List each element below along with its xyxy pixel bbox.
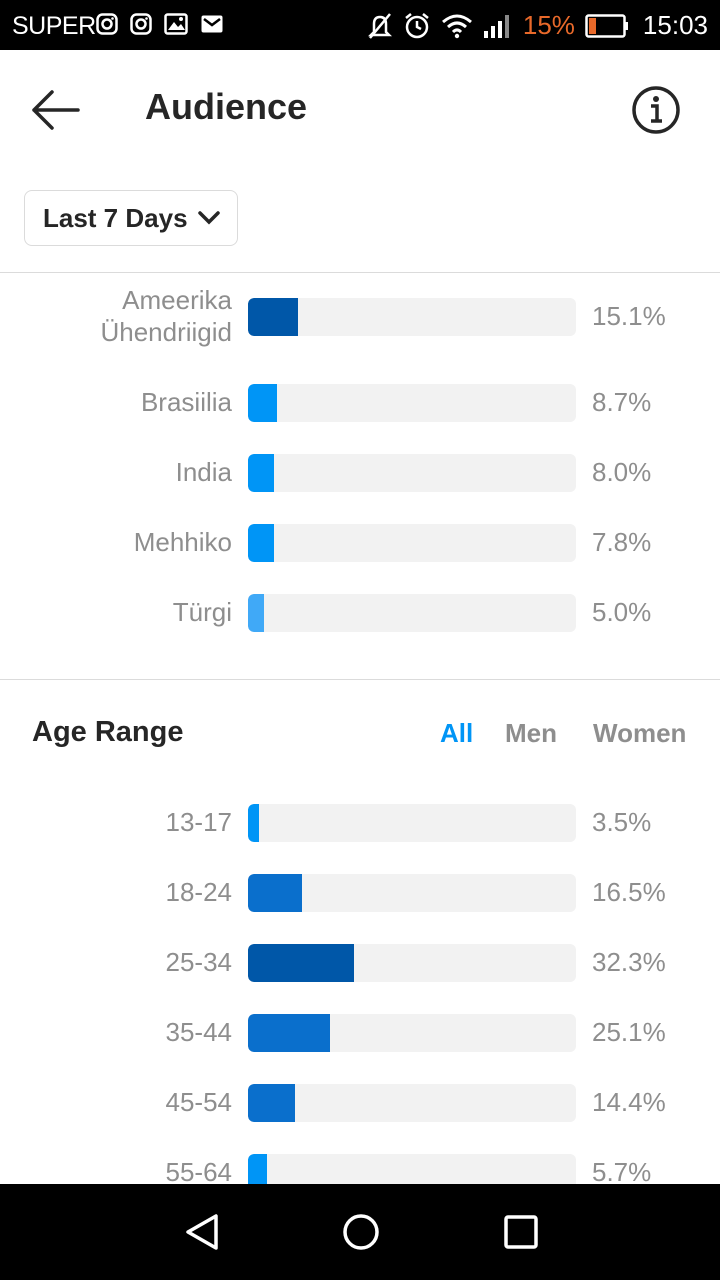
bar-row: 25-34 32.3% [0,942,720,982]
signal-icon [483,14,509,38]
circle-home-icon [343,1214,379,1250]
battery-icon [585,13,628,38]
bar-track [248,298,576,336]
bar-track [248,454,576,492]
system-nav-bar [0,1184,720,1280]
status-bar: SUPER 15% 15:03 [0,0,720,50]
bar-percent: 7.8% [592,526,652,557]
bar-fill [248,874,303,912]
date-range-label: Last 7 Days [43,202,188,233]
nav-recents-button[interactable] [497,1208,545,1256]
bar-percent: 15.1% [592,300,666,331]
bar-row: India 8.0% [0,452,720,492]
nav-back-button[interactable] [178,1208,226,1256]
bar-percent: 14.4% [592,1086,666,1117]
date-range-dropdown[interactable]: Last 7 Days [24,190,238,246]
divider [0,272,720,273]
bar-fill [248,298,298,336]
bar-track [248,944,576,982]
bar-track [248,594,576,632]
clock: 15:03 [642,10,708,40]
bar-percent: 8.0% [592,456,652,487]
chevron-down-icon [197,211,220,225]
bar-fill [248,594,265,632]
bar-label: India [175,457,232,487]
bar-row: Brasiilia 8.7% [0,382,720,422]
bar-label: 25-34 [165,947,233,977]
bar-label: 35-44 [165,1017,233,1047]
tab-all[interactable]: All [440,718,474,748]
bar-percent: 25.1% [592,1016,666,1047]
app-header: Audience [0,50,720,170]
bar-track [248,384,576,422]
page-title: Audience [145,86,308,127]
bar-track [248,1014,576,1052]
bar-fill [248,1014,331,1052]
image-icon [164,13,188,35]
bar-row: 13-17 3.5% [0,802,720,842]
bar-percent: 3.5% [592,806,652,837]
battery-percent: 15% [522,10,575,40]
bar-row: 18-24 16.5% [0,872,720,912]
bar-fill [248,1084,296,1122]
bar-fill [248,384,277,422]
arrow-left-icon [32,90,80,130]
tab-women[interactable]: Women [593,718,687,748]
age-range-title: Age Range [32,716,184,748]
info-icon [632,86,680,134]
bar-row: 35-44 25.1% [0,1012,720,1052]
bar-percent: 5.7% [592,1156,652,1187]
bar-label: 13-17 [165,807,233,837]
bar-row: Mehhiko 7.8% [0,522,720,562]
mail-icon [201,15,223,33]
bar-row: Türgi 5.0% [0,592,720,632]
bar-percent: 16.5% [592,876,666,907]
bar-fill [248,454,275,492]
divider [0,679,720,680]
bar-label: 45-54 [165,1087,233,1117]
bar-row: 45-54 14.4% [0,1082,720,1122]
bar-label: Ameerika Ühendriigid [100,285,232,347]
info-button[interactable] [630,84,682,136]
notification-icons [96,13,224,35]
instagram-icon [96,13,118,35]
bar-row: Ameerika Ühendriigid 15.1% [0,285,720,347]
bar-track [248,804,576,842]
mute-icon [367,12,392,39]
system-icons: 15% 15:03 [367,10,708,41]
bar-fill [248,804,260,842]
bar-track [248,1084,576,1122]
tab-men[interactable]: Men [505,718,557,748]
bar-track [248,874,576,912]
instagram-icon [130,13,152,35]
bar-label: Türgi [172,597,232,627]
bar-percent: 8.7% [592,386,652,417]
bar-label: Mehhiko [133,527,232,557]
bar-percent: 32.3% [592,946,666,977]
nav-home-button[interactable] [337,1208,385,1256]
bar-label: 55-64 [165,1157,233,1187]
bar-label: 18-24 [165,877,233,907]
bar-fill [248,524,274,562]
alarm-icon [405,12,429,38]
bar-fill [248,944,354,982]
bar-label: Brasiilia [140,387,232,417]
square-recents-icon [504,1215,538,1249]
bar-track [248,524,576,562]
bar-fill [248,1154,267,1192]
back-button[interactable] [30,86,82,134]
bar-percent: 5.0% [592,596,652,627]
wifi-icon [441,14,472,38]
carrier-name: SUPER [12,12,96,40]
triangle-back-icon [186,1214,218,1250]
